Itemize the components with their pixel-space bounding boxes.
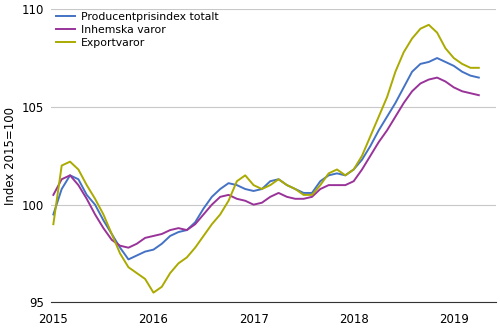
Inhemska varor bbox=[476, 93, 482, 97]
Exportvaror bbox=[209, 222, 215, 226]
Exportvaror bbox=[284, 183, 290, 187]
Inhemska varor bbox=[284, 195, 290, 199]
Legend: Producentprisindex totalt, Inhemska varor, Exportvaror: Producentprisindex totalt, Inhemska varo… bbox=[56, 12, 218, 48]
Inhemska varor bbox=[84, 197, 89, 201]
Producentprisindex totalt bbox=[318, 179, 324, 183]
Inhemska varor bbox=[209, 203, 215, 207]
Producentprisindex totalt bbox=[126, 257, 132, 261]
Exportvaror bbox=[334, 168, 340, 172]
Exportvaror bbox=[259, 187, 265, 191]
Inhemska varor bbox=[126, 246, 132, 250]
Producentprisindex totalt bbox=[259, 187, 265, 191]
Exportvaror bbox=[50, 222, 56, 226]
Inhemska varor bbox=[259, 201, 265, 205]
Producentprisindex totalt bbox=[434, 56, 440, 60]
Producentprisindex totalt bbox=[209, 195, 215, 199]
Exportvaror bbox=[476, 66, 482, 70]
Exportvaror bbox=[84, 183, 89, 187]
Exportvaror bbox=[426, 23, 432, 27]
Inhemska varor bbox=[334, 183, 340, 187]
Line: Inhemska varor: Inhemska varor bbox=[54, 78, 479, 248]
Exportvaror bbox=[318, 183, 324, 187]
Y-axis label: Index 2015=100: Index 2015=100 bbox=[4, 107, 17, 205]
Line: Exportvaror: Exportvaror bbox=[54, 25, 479, 293]
Producentprisindex totalt bbox=[84, 193, 89, 197]
Line: Producentprisindex totalt: Producentprisindex totalt bbox=[54, 58, 479, 259]
Exportvaror bbox=[150, 291, 156, 295]
Inhemska varor bbox=[50, 193, 56, 197]
Producentprisindex totalt bbox=[476, 76, 482, 80]
Producentprisindex totalt bbox=[50, 213, 56, 216]
Inhemska varor bbox=[434, 76, 440, 80]
Inhemska varor bbox=[318, 187, 324, 191]
Producentprisindex totalt bbox=[334, 171, 340, 175]
Producentprisindex totalt bbox=[284, 183, 290, 187]
